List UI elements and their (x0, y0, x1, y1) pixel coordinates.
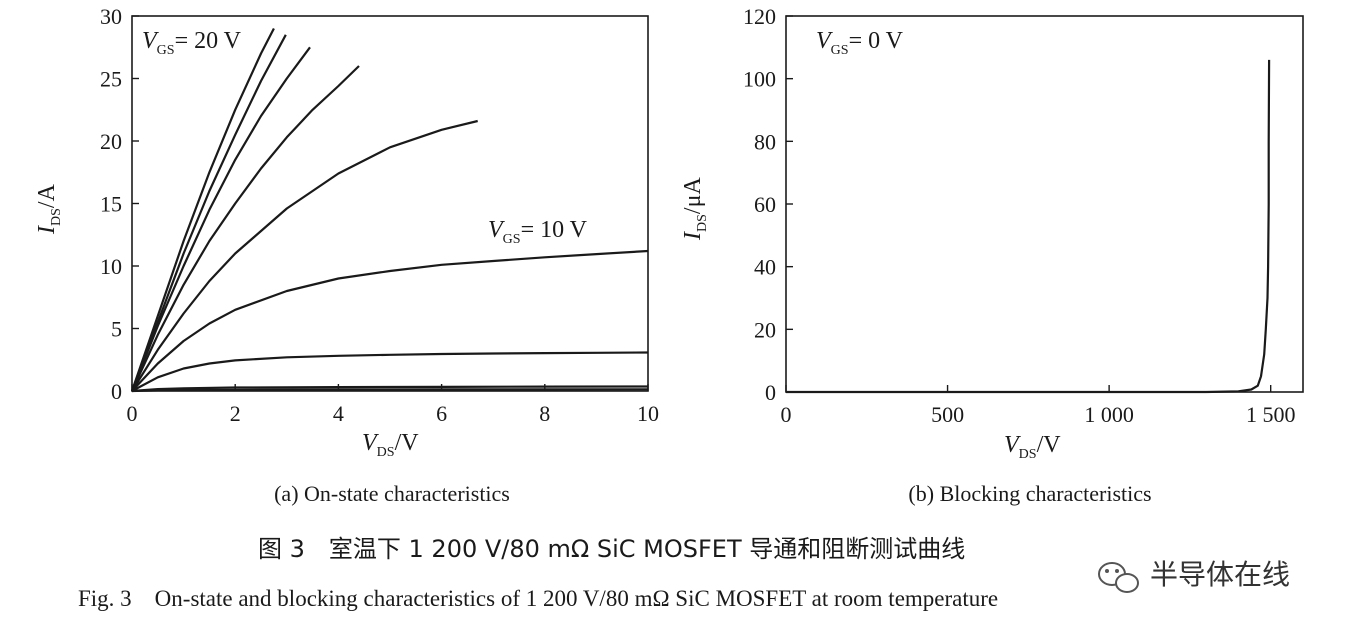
y-tick-label: 10 (100, 254, 122, 279)
x-axis-label: VDS/V (1004, 432, 1061, 462)
wechat-icon (1098, 562, 1139, 593)
panel-caption: (b) Blocking characteristics (908, 481, 1151, 506)
series-line-6 (131, 249, 649, 392)
plot-frame (131, 15, 649, 392)
x-tick-label: 1 000 (1084, 402, 1134, 427)
figure-caption-en: Fig. 3 On-state and blocking characteris… (78, 586, 998, 611)
y-tick-label: 120 (743, 4, 776, 29)
y-tick-label: 80 (754, 129, 776, 154)
annotation-1: VGS= 0 V (816, 28, 904, 58)
x-axis-label: VDS/V (362, 430, 419, 460)
annotation-1: VGS= 20 V (142, 28, 242, 58)
x-tick-label: 8 (539, 401, 550, 426)
series-line-2 (130, 34, 287, 392)
x-tick-label: 0 (127, 401, 138, 426)
x-tick-label: 1 500 (1246, 402, 1296, 427)
y-axis-label: IDS/A (34, 183, 64, 235)
y-tick-label: 40 (754, 255, 776, 280)
series-line-8 (131, 385, 649, 393)
series-line-1 (786, 59, 1271, 394)
y-axis-label: IDS/μA (680, 177, 710, 241)
x-tick-label: 2 (230, 401, 241, 426)
blocking-chart: 0 500 1 000 1 500 0 20 40 60 80 100 120 VDS/V IDS/μA… (680, 4, 1304, 506)
y-tick-label: 0 (111, 379, 122, 404)
figure-caption-cn: 图 3 室温下 1 200 V/80 mΩ SiC MOSFET 导通和阻断测试… (258, 535, 965, 563)
series-line-3 (130, 46, 311, 392)
x-tick-label: 4 (333, 401, 344, 426)
series-line-4 (131, 65, 360, 392)
on-state-chart: 0 2 4 6 8 10 0 5 10 15 20 25 30 VDS/V IDS/A (a) On-stat… (34, 4, 659, 506)
y-tick-label: 20 (754, 317, 776, 342)
series-line-9 (131, 388, 649, 393)
y-tick-label: 0 (765, 380, 776, 405)
series-line-7 (131, 351, 649, 392)
plot-frame (785, 15, 1304, 393)
x-tick-label: 0 (781, 402, 792, 427)
y-tick-label: 30 (100, 4, 122, 29)
y-tick-label: 5 (111, 317, 122, 342)
y-tick-label: 25 (100, 67, 122, 92)
y-tick-label: 15 (100, 192, 122, 217)
watermark-text: 半导体在线 (1150, 558, 1290, 591)
x-tick-label: 6 (436, 401, 447, 426)
series-line-1 (130, 27, 275, 392)
x-tick-label: 10 (637, 401, 659, 426)
y-tick-label: 100 (743, 67, 776, 92)
x-tick-label: 500 (931, 402, 964, 427)
y-tick-label: 60 (754, 192, 776, 217)
panel-caption: (a) On-state characteristics (274, 481, 510, 506)
watermark: 半导体在线 (1098, 558, 1290, 593)
annotation-2: VGS= 10 V (488, 217, 588, 247)
y-tick-label: 20 (100, 129, 122, 154)
series-line-5 (131, 119, 478, 392)
